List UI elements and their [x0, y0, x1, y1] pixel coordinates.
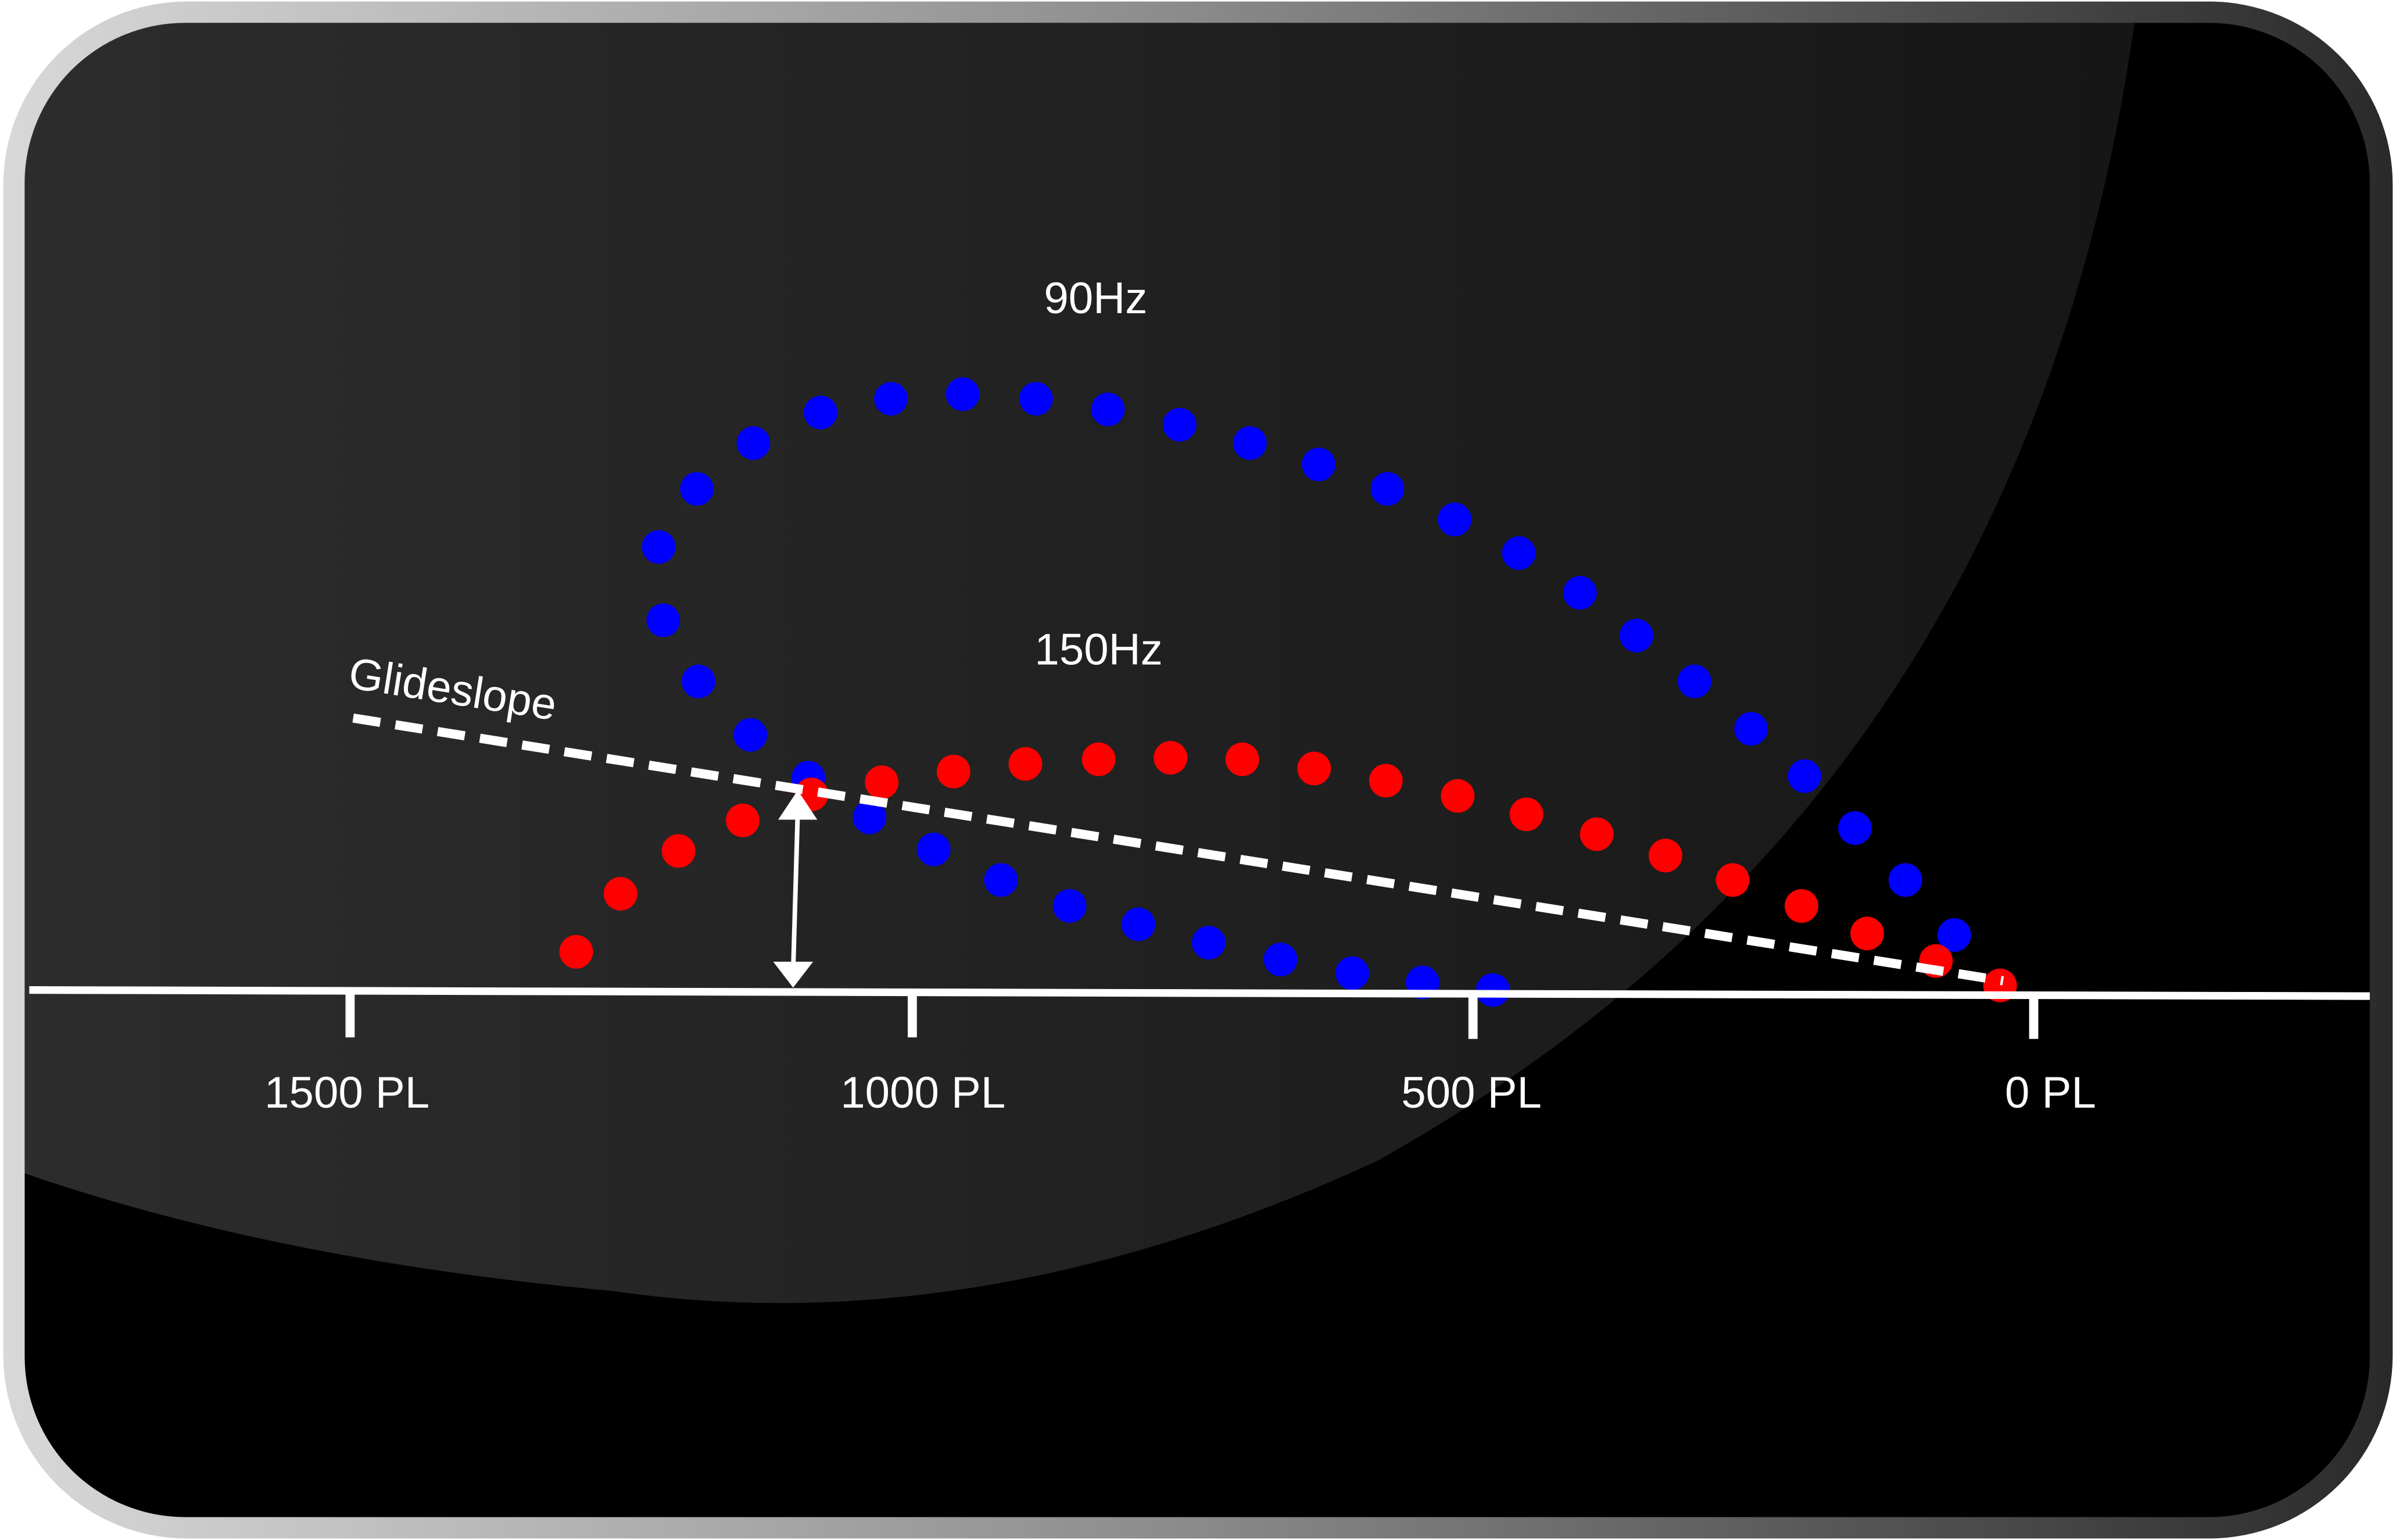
- red-dot: [1369, 764, 1403, 798]
- red-dot: [1081, 742, 1116, 776]
- blue-dot: [1475, 973, 1510, 1007]
- red-dot: [1785, 889, 1818, 923]
- blue-dot: [984, 863, 1018, 897]
- blue-dot: [1620, 618, 1653, 653]
- blue-dot: [1788, 759, 1822, 793]
- tick-label: 0 PL: [2005, 1068, 2096, 1118]
- blue-dot: [1937, 918, 1971, 952]
- red-dot: [1580, 817, 1614, 851]
- height-arrow: [773, 790, 818, 988]
- blue-dot: [646, 603, 681, 638]
- red-dot: [865, 765, 899, 799]
- blue-dot: [1838, 811, 1872, 845]
- red-dot: [1297, 751, 1331, 786]
- blue-dot: [1019, 382, 1053, 416]
- red-dot: [1649, 839, 1682, 873]
- label-150hz: 150Hz: [1034, 625, 1162, 675]
- red-dot: [726, 803, 760, 837]
- tick-label: 1500 PL: [264, 1068, 429, 1118]
- blue-dot: [1122, 907, 1155, 941]
- blue-dot: [1888, 863, 1922, 897]
- blue-dot: [1302, 447, 1336, 482]
- red-dot: [1225, 742, 1259, 776]
- red-dot: [1441, 779, 1475, 813]
- blue-dot: [681, 664, 715, 699]
- gloss: [24, 23, 2138, 1303]
- blue-dot: [733, 718, 768, 752]
- ground-line: [29, 986, 2370, 1000]
- tick-label: 1000 PL: [840, 1068, 1005, 1118]
- blue-dot: [1370, 472, 1405, 506]
- blue-dot: [874, 382, 908, 416]
- red-dot: [1008, 747, 1043, 781]
- blue-dot: [1677, 664, 1711, 699]
- label-90hz: 90Hz: [1044, 274, 1147, 323]
- tick-label: 500 PL: [1401, 1068, 1542, 1118]
- red-dot: [1509, 797, 1543, 832]
- blue-dot: [1191, 926, 1226, 959]
- red-dot: [603, 877, 637, 911]
- red-dot: [559, 934, 593, 969]
- blue-dot: [1563, 576, 1597, 610]
- blue-dot: [1163, 407, 1197, 442]
- blue-dot: [1335, 956, 1369, 990]
- red-dot: [661, 834, 696, 868]
- blue-dot: [1233, 426, 1267, 460]
- blue-dot: [1502, 536, 1536, 570]
- blue-dot: [804, 395, 838, 429]
- red-dot: [1850, 916, 1884, 951]
- red-dot: [1154, 741, 1188, 775]
- blue-dot: [945, 377, 980, 411]
- blue-dot: [1091, 392, 1125, 427]
- blue-dot: [916, 832, 951, 866]
- red-dot: [1715, 863, 1750, 897]
- blue-dot: [1438, 502, 1472, 536]
- blue-dot: [642, 530, 676, 564]
- blue-dot: [1263, 943, 1298, 976]
- blue-dot: [853, 800, 887, 835]
- red-dot: [936, 754, 970, 789]
- blue-dot: [1734, 712, 1768, 746]
- blue-dot: [736, 426, 771, 460]
- blue-dot: [680, 472, 714, 506]
- glideslope-line: [352, 713, 2004, 986]
- ticks: [345, 994, 2039, 1039]
- blue-dot: [1052, 889, 1087, 923]
